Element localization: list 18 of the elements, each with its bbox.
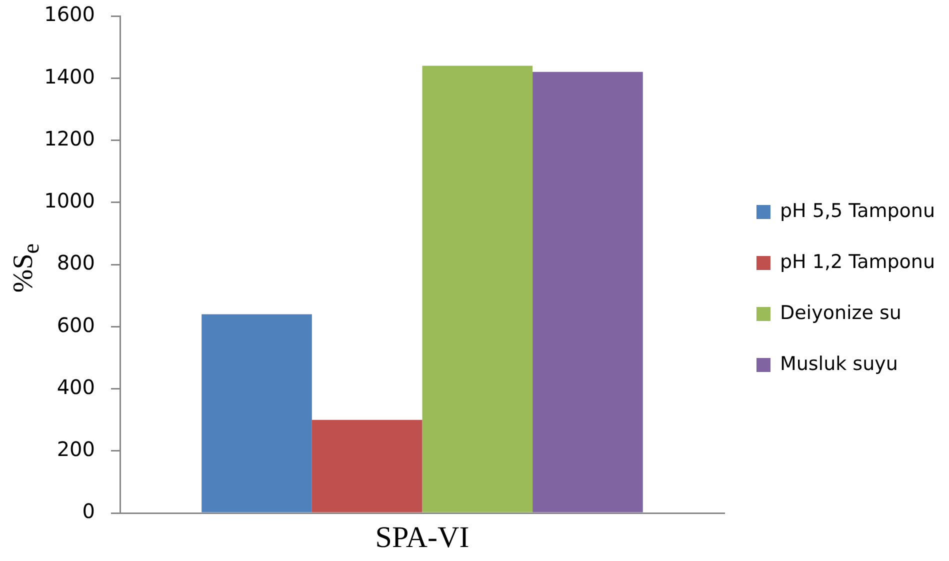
bar bbox=[202, 314, 312, 512]
y-tick-label: 0 bbox=[82, 499, 95, 524]
bar bbox=[422, 66, 533, 512]
legend-label: Musluk suyu bbox=[780, 352, 898, 375]
bar bbox=[312, 420, 422, 512]
y-tick-label: 200 bbox=[56, 437, 95, 462]
y-tick-label: 1400 bbox=[44, 64, 95, 88]
y-tick-label: 1600 bbox=[44, 2, 95, 26]
y-tick-label: 600 bbox=[56, 312, 95, 337]
bar bbox=[532, 72, 643, 512]
legend-label: pH 5,5 Tamponu bbox=[780, 200, 936, 222]
y-tick-label: 1200 bbox=[44, 126, 95, 150]
y-tick-label: 400 bbox=[56, 374, 95, 399]
y-tick-label: 800 bbox=[56, 250, 95, 275]
y-tick-label: 1000 bbox=[44, 188, 95, 213]
legend-label: Deiyonize su bbox=[780, 302, 902, 324]
legend-label: pH 1,2 Tamponu bbox=[780, 250, 936, 273]
x-tick-label: SPA-VI bbox=[375, 520, 470, 554]
